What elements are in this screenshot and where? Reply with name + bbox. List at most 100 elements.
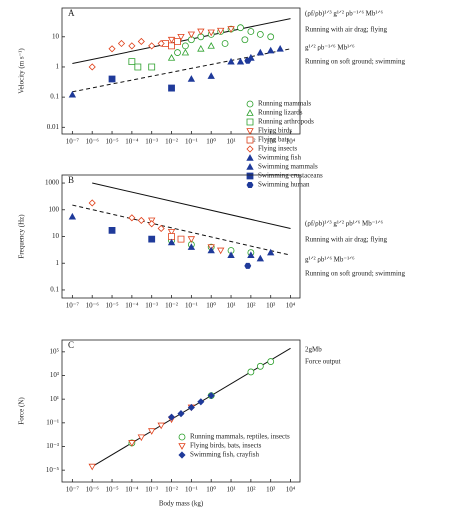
marker bbox=[168, 84, 175, 92]
legend-label: Running mammals bbox=[258, 100, 311, 108]
marker bbox=[197, 398, 205, 406]
marker bbox=[167, 36, 176, 44]
y-tick-label: 10⁵ bbox=[50, 347, 60, 355]
y-tick-label: 10⁻¹ bbox=[46, 418, 59, 426]
marker bbox=[256, 362, 264, 370]
fit-line bbox=[92, 182, 291, 229]
y-tick-label: 1 bbox=[56, 259, 60, 267]
x-tick-label: 10³ bbox=[266, 302, 275, 310]
y-tick-label: 10¹ bbox=[50, 395, 59, 403]
marker bbox=[181, 42, 189, 50]
panel-label: B bbox=[68, 175, 74, 185]
marker bbox=[167, 54, 176, 61]
x-tick-label: 10⁻⁵ bbox=[105, 302, 119, 310]
legend-marker bbox=[246, 118, 254, 126]
x-tick-label: 10⁻⁷ bbox=[66, 486, 80, 494]
y-tick-label: 0.1 bbox=[50, 93, 59, 101]
marker bbox=[227, 251, 235, 258]
marker bbox=[276, 44, 284, 52]
y-tick-label: 10⁻⁵ bbox=[46, 466, 60, 474]
marker bbox=[207, 42, 215, 49]
marker bbox=[256, 254, 265, 262]
marker bbox=[137, 37, 145, 46]
marker bbox=[88, 463, 96, 471]
legend-label: Running lizards bbox=[258, 109, 303, 117]
marker bbox=[267, 358, 275, 365]
x-tick-label: 10⁻⁴ bbox=[125, 138, 139, 146]
marker bbox=[267, 46, 275, 54]
x-axis-label: Body mass (kg) bbox=[159, 500, 204, 508]
y-tick-label: 0.1 bbox=[50, 286, 59, 294]
marker bbox=[267, 33, 275, 41]
x-tick-label: 10⁻⁷ bbox=[66, 302, 80, 310]
marker bbox=[197, 44, 205, 52]
marker bbox=[221, 40, 229, 47]
annotation: Running on soft ground; swimming bbox=[305, 270, 405, 278]
x-tick-label: 10⁻⁶ bbox=[86, 138, 100, 146]
legend-marker bbox=[246, 128, 254, 135]
marker bbox=[137, 434, 146, 442]
legend-marker bbox=[178, 443, 186, 450]
x-tick-label: 10⁻⁴ bbox=[125, 302, 139, 310]
marker bbox=[148, 428, 156, 435]
x-tick-label: 10⁴ bbox=[286, 302, 296, 310]
marker bbox=[177, 33, 185, 41]
legend-marker bbox=[246, 100, 254, 108]
marker bbox=[187, 243, 196, 250]
marker bbox=[244, 262, 252, 269]
annotation: Running with air drag; flying bbox=[305, 26, 388, 34]
marker bbox=[148, 42, 156, 50]
marker bbox=[157, 224, 165, 233]
marker bbox=[207, 72, 215, 79]
x-tick-label: 10⁻³ bbox=[145, 302, 158, 310]
x-tick-label: 10⁻⁷ bbox=[66, 138, 80, 146]
legend-label: Running arthropods bbox=[258, 118, 314, 126]
marker bbox=[247, 251, 255, 258]
legend-marker bbox=[246, 136, 254, 144]
marker bbox=[168, 233, 175, 240]
y-axis-label: Frequency (Hz) bbox=[18, 214, 26, 259]
x-tick-label: 10⁻⁵ bbox=[105, 138, 119, 146]
legend-label: Flying birds, bats, insects bbox=[190, 442, 262, 450]
legend-label: Running mammals, reptiles, insects bbox=[190, 433, 290, 441]
x-tick-label: 10⁻² bbox=[165, 138, 178, 146]
marker bbox=[108, 226, 116, 234]
panel-label: C bbox=[68, 340, 74, 350]
marker bbox=[256, 31, 264, 38]
x-tick-label: 10⁰ bbox=[206, 486, 216, 494]
legend-label: Flying bats bbox=[258, 136, 290, 144]
x-tick-label: 10⁻³ bbox=[145, 486, 158, 494]
marker bbox=[267, 248, 275, 256]
legend-marker bbox=[246, 109, 254, 116]
marker bbox=[148, 63, 156, 71]
annotation: Running with air drag; flying bbox=[305, 236, 388, 244]
y-tick-label: 100 bbox=[49, 205, 60, 213]
legend-label: Swimming crustaceans bbox=[258, 172, 323, 180]
x-tick-label: 10⁻⁶ bbox=[86, 486, 100, 494]
legend-label: Swimming fish bbox=[258, 154, 301, 162]
legend-marker bbox=[246, 172, 254, 180]
marker bbox=[177, 410, 185, 418]
marker bbox=[134, 63, 142, 71]
marker bbox=[241, 36, 249, 44]
annotation: g¹ᐟ² ρb⁻¹ᐟ⁶ Mb¹ᐟ⁶ bbox=[305, 44, 355, 52]
x-tick-label: 10⁰ bbox=[206, 138, 216, 146]
y-tick-label: 1000 bbox=[45, 179, 60, 187]
x-tick-label: 10² bbox=[246, 486, 255, 494]
marker bbox=[187, 403, 195, 412]
legend-marker bbox=[246, 182, 254, 188]
fit-line bbox=[72, 204, 291, 256]
plot-frame bbox=[61, 7, 301, 135]
marker bbox=[187, 236, 196, 243]
marker bbox=[168, 42, 175, 50]
plot-frame bbox=[61, 339, 301, 483]
y-tick-label: 10³ bbox=[50, 371, 59, 379]
x-tick-label: 10⁴ bbox=[286, 138, 296, 146]
marker bbox=[148, 220, 156, 228]
marker bbox=[137, 216, 145, 224]
x-tick-label: 10⁻⁴ bbox=[125, 486, 139, 494]
x-tick-label: 10³ bbox=[266, 486, 275, 494]
marker bbox=[108, 75, 116, 83]
annotation: Force output bbox=[305, 358, 341, 366]
marker bbox=[227, 57, 235, 65]
